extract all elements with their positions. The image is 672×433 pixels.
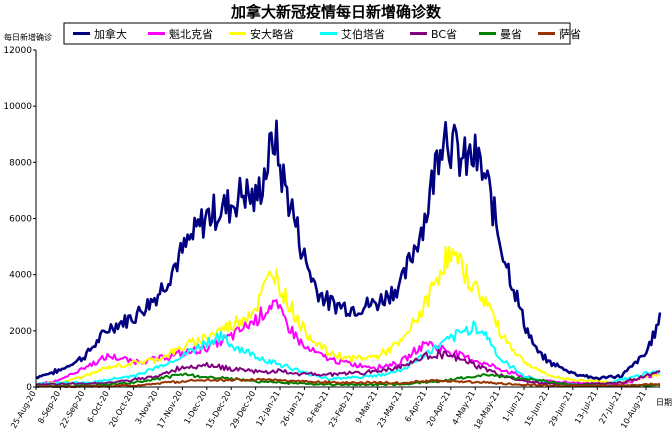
x-tick-label: 23-Feb-21 <box>327 389 355 428</box>
x-tick-label: 3-Nov-20 <box>134 389 160 425</box>
legend-label: 安大略省 <box>250 27 294 41</box>
series-line <box>35 372 661 388</box>
x-tick-label: 22-Sep-20 <box>58 389 86 429</box>
series-line <box>35 320 661 387</box>
y-tick-label: 6000 <box>9 215 32 225</box>
legend-label: 曼省 <box>500 28 522 41</box>
x-tick-label: 1-Jun-21 <box>501 389 526 423</box>
legend-label: BC省 <box>431 28 457 41</box>
legend: 加拿大 魁北克省 安大略省 艾伯塔省 BC省 曼省 萨省 <box>63 22 581 45</box>
series-line <box>35 377 661 388</box>
y-tick-label: 10000 <box>3 102 32 112</box>
x-tick-label: 1-Dec-20 <box>182 389 208 425</box>
series-line <box>35 245 661 386</box>
y-axis: 0 2000 4000 6000 8000 10000 12000 <box>3 46 37 393</box>
legend-label: 加拿大 <box>94 27 127 41</box>
x-tick-label: 12-Jan-21 <box>254 389 281 427</box>
x-tick-label: 8-Sep-20 <box>36 389 62 425</box>
legend-box <box>63 22 571 45</box>
y-tick-label: 12000 <box>3 46 32 56</box>
x-tick-label: 15-Jun-21 <box>523 389 550 427</box>
plot-area <box>35 119 662 388</box>
x-tick-label: 10-Aug-21 <box>619 390 648 431</box>
x-tick-label: 25-Aug-20 <box>9 390 38 431</box>
y-tick-label: 4000 <box>9 271 32 281</box>
x-tick-label: 9-Feb-21 <box>305 389 330 424</box>
y-tick-label: 2000 <box>9 327 32 337</box>
legend-label: 萨省 <box>559 28 581 41</box>
x-tick-label: 23-Mar-21 <box>376 389 404 429</box>
series-line <box>35 119 662 381</box>
x-tick-label: 4-May-21 <box>450 389 477 426</box>
x-tick-label: 9-Mar-21 <box>354 389 380 424</box>
legend-label: 艾伯塔省 <box>341 27 385 41</box>
x-tick-label: 27-Jul-21 <box>597 390 623 426</box>
x-tick-label: 20-Oct-20 <box>107 389 135 428</box>
x-tick-label: 6-Apr-21 <box>403 389 428 423</box>
x-tick-label: 26-Jan-21 <box>279 389 306 427</box>
y-tick-label: 8000 <box>9 158 32 168</box>
legend-label: 魁北克省 <box>169 27 213 41</box>
x-axis-label: 日期 <box>656 398 672 407</box>
x-tick-label: 18-May-21 <box>472 389 501 430</box>
x-tick-label: 20-Apr-21 <box>425 389 452 428</box>
x-tick-label: 6-Oct-20 <box>86 389 111 424</box>
chart-title: 加拿大新冠疫情每日新增确诊数 <box>230 3 442 21</box>
y-tick-label: 0 <box>26 383 32 393</box>
x-tick-label: 17-Nov-20 <box>156 389 185 429</box>
y-axis-label: 每日新增确诊 <box>4 32 52 42</box>
x-tick-label: 13-Jul-21 <box>573 390 599 426</box>
x-tick-label: 29-Dec-20 <box>229 389 258 430</box>
x-tick-label: 29-Jun-21 <box>547 389 574 427</box>
